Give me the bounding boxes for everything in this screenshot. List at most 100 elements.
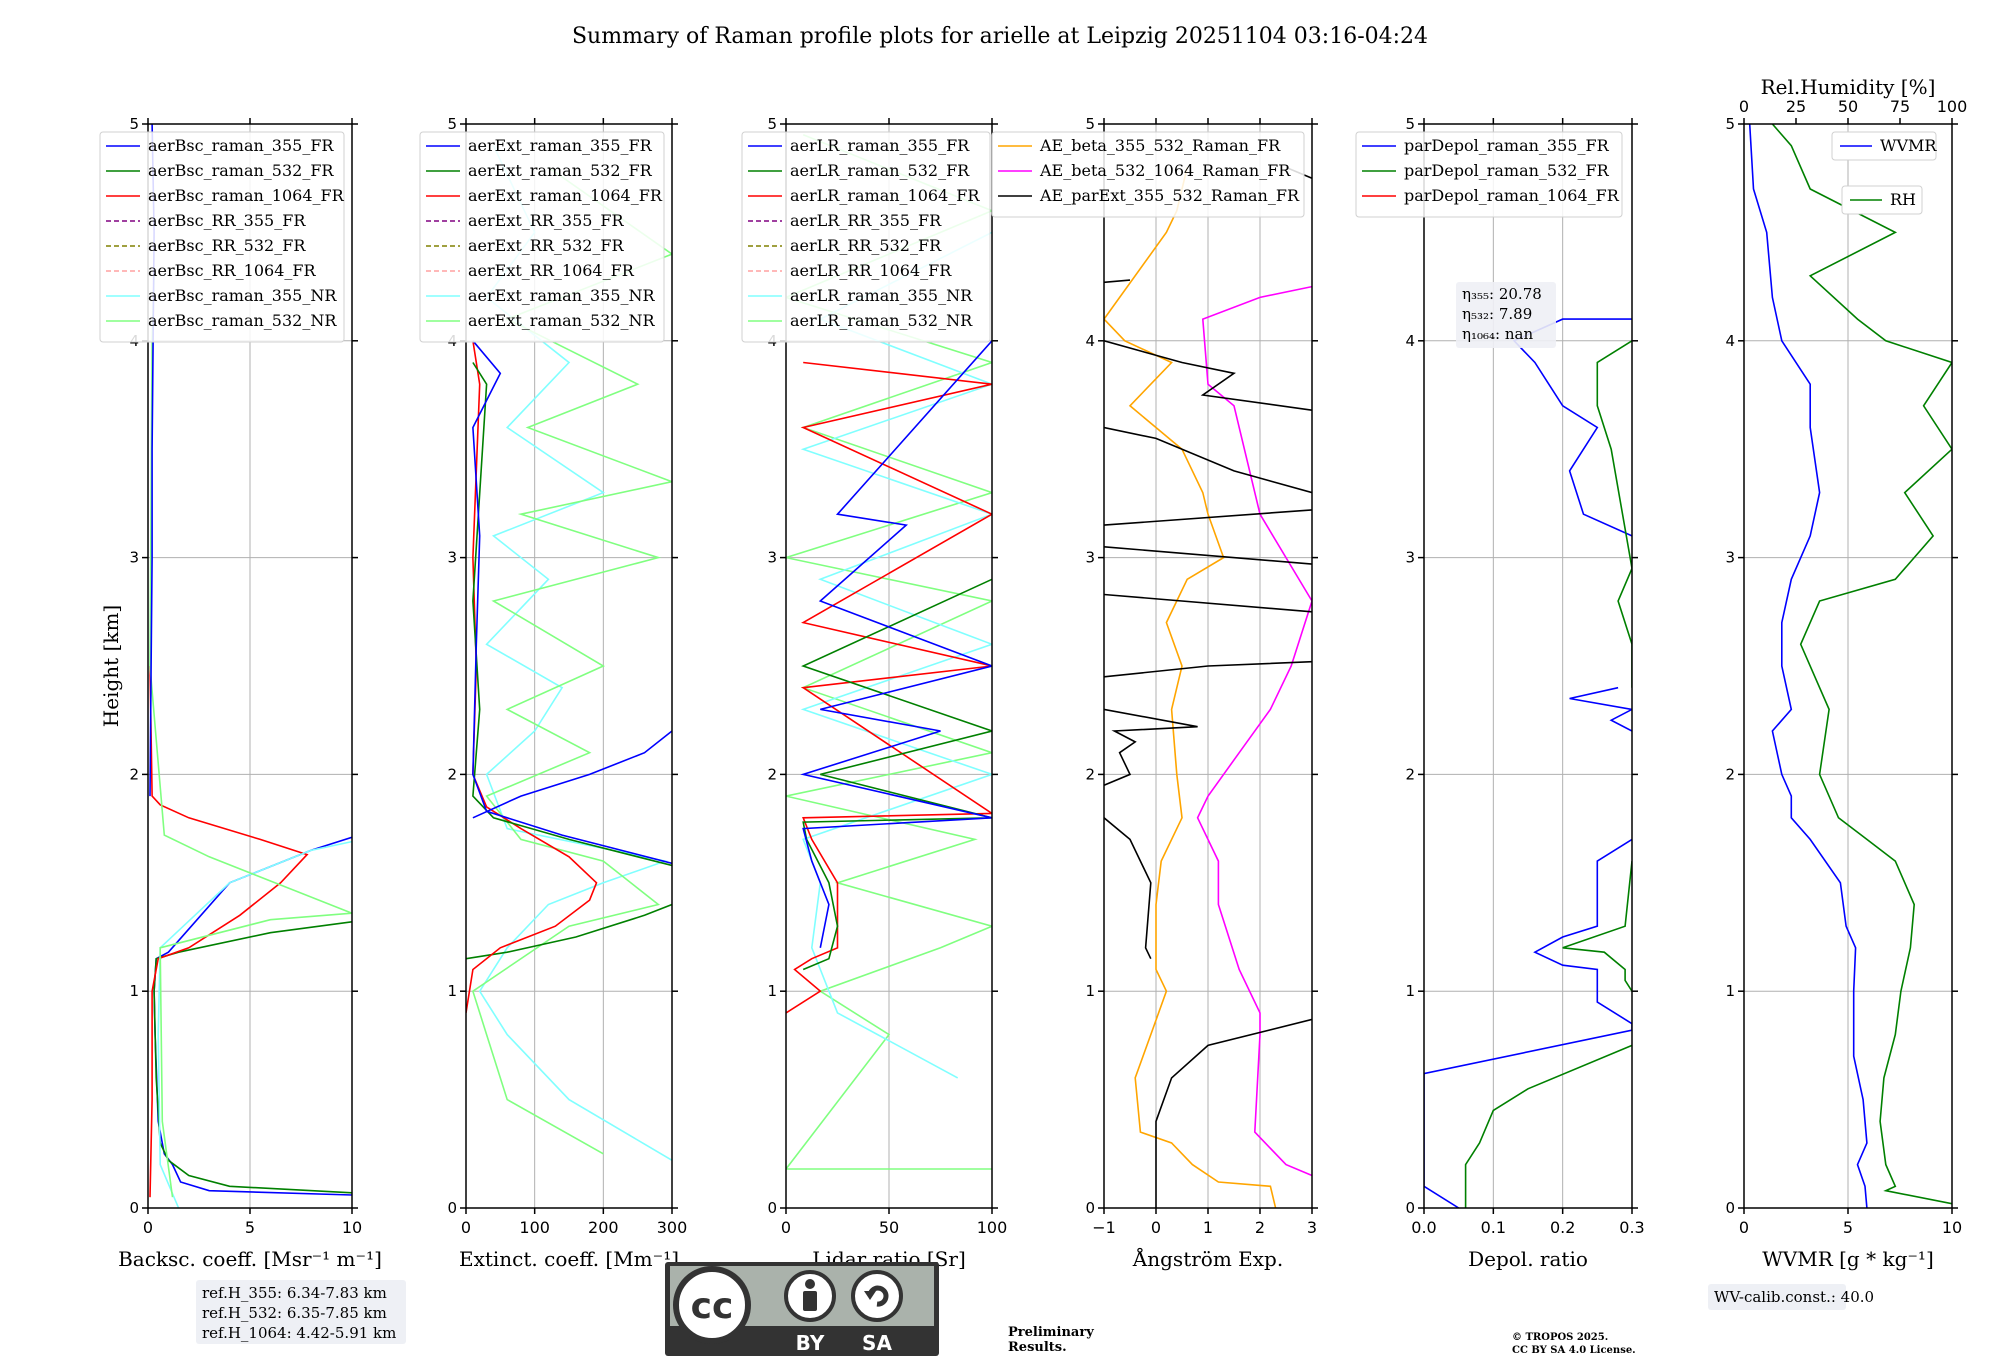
- y-tick-label: 4: [1405, 332, 1415, 350]
- x-tick-label: 0: [781, 1218, 791, 1237]
- x-tick-label: 5: [245, 1218, 255, 1237]
- x-tick-label: 10: [1942, 1218, 1962, 1237]
- y-tick-label: 1: [1085, 982, 1095, 1000]
- y-tick-label: 2: [1085, 765, 1095, 783]
- series-aerLR_raman_1064_FR: [786, 361, 992, 1014]
- x-tick-label: 100: [519, 1218, 550, 1237]
- x-tick-label: 100: [977, 1218, 1008, 1237]
- x-tick-label: 50: [879, 1218, 899, 1237]
- y-tick-label: 5: [447, 115, 457, 133]
- y-tick-label: 5: [1725, 115, 1735, 133]
- y-tick-label: 0: [1405, 1199, 1415, 1217]
- legend-label: aerLR_raman_1064_FR: [790, 186, 980, 205]
- series-AE_parExt_355_532_Raman_FR_10: [1104, 279, 1131, 284]
- series-AE_beta_355_532_Raman_FR: [1104, 167, 1277, 1208]
- series-RH: [1771, 124, 1952, 1205]
- series-aerBsc_raman_355_NR: [157, 840, 352, 1208]
- series-aerBsc_raman_1064_FR: [149, 665, 309, 1198]
- top-x-tick-label: 25: [1786, 97, 1806, 116]
- y-tick-label: 2: [767, 765, 777, 783]
- legend-label: aerLR_raman_532_NR: [790, 311, 973, 330]
- legend-label: aerBsc_raman_532_FR: [148, 161, 334, 180]
- legend-label: parDepol_raman_355_FR: [1404, 136, 1610, 155]
- x-tick-label: 0: [461, 1218, 471, 1237]
- panel-depol: 0.0 0.1 0.2 0.3 0 1 2 3 4 5 Depol. ratio parDepol_r…: [1355, 115, 1645, 1271]
- series-group: [786, 134, 992, 1170]
- legend-label: aerExt_RR_532_FR: [468, 236, 625, 255]
- cc-by-sa-badge: cc BY SA: [665, 1262, 939, 1356]
- legend-box: [419, 131, 665, 343]
- legend-label: parDepol_raman_532_FR: [1404, 161, 1610, 180]
- y-tick-label: 1: [1725, 982, 1735, 1000]
- series-aerBsc_raman_532_NR: [149, 275, 352, 1198]
- y-tick-label: 3: [767, 549, 777, 567]
- legend-label: aerLR_raman_355_NR: [790, 286, 973, 305]
- axes-frame: [1103, 123, 1313, 1209]
- y-tick-label: 5: [1405, 115, 1415, 133]
- y-tick-label: 1: [1405, 982, 1415, 1000]
- annotation-text: η₁₀₆₄: nan: [1462, 325, 1533, 343]
- top-x-tick-label: 100: [1937, 97, 1968, 116]
- legend-label: AE_parExt_355_532_Raman_FR: [1039, 186, 1300, 205]
- sa-label: SA: [862, 1331, 892, 1355]
- copyright-line-1: © TROPOS 2025.: [1512, 1332, 1608, 1343]
- legend-label: aerBsc_RR_355_FR: [148, 211, 306, 230]
- legend-label: aerLR_raman_532_FR: [790, 161, 970, 180]
- top-x-tick-label: 50: [1838, 97, 1858, 116]
- series-parDepol_raman_532_FR_2: [1562, 861, 1632, 992]
- preliminary-line-2: Results.: [1008, 1340, 1067, 1355]
- x-tick-label: 3: [1307, 1218, 1317, 1237]
- y-tick-label: 3: [1725, 549, 1735, 567]
- x-tick-label: 300: [657, 1218, 688, 1237]
- axes-frame: [1423, 123, 1633, 1209]
- preliminary-line-1: Preliminary: [1008, 1325, 1094, 1340]
- legend-label: aerExt_RR_1064_FR: [468, 261, 635, 280]
- y-axis-label: Height [km]: [99, 605, 123, 727]
- legend-label: RH: [1890, 190, 1916, 209]
- sa-share-icon: [851, 1270, 903, 1322]
- y-tick-label: 4: [1725, 332, 1735, 350]
- series-AE_parExt_355_532_Raman_FR_2: [1104, 817, 1152, 960]
- series-parDepol_raman_532_FR: [1464, 1044, 1632, 1208]
- legend-box: [991, 131, 1305, 218]
- y-tick-label: 5: [1085, 115, 1095, 133]
- legend-box: [99, 131, 345, 343]
- y-tick-label: 2: [447, 765, 457, 783]
- axes-frame: [465, 123, 673, 1209]
- top-x-tick-label: 0: [1739, 97, 1749, 116]
- legend-label: aerExt_raman_355_FR: [468, 136, 653, 155]
- x-tick-label: 2: [1255, 1218, 1265, 1237]
- legend-label: aerLR_raman_355_FR: [790, 136, 970, 155]
- legend-box: [1831, 131, 1937, 161]
- legend-label: aerBsc_raman_355_NR: [148, 286, 337, 305]
- cc-logo-icon: [673, 1266, 751, 1344]
- x-tick-label: 0.0: [1411, 1218, 1436, 1237]
- x-tick-label: 0: [1739, 1218, 1749, 1237]
- y-tick-label: 2: [129, 765, 139, 783]
- panel-ext: 0100200300012345Extinct. coeff. [Mm⁻¹]ae…: [419, 115, 688, 1271]
- x-axis-label: Ångström Exp.: [1132, 1246, 1283, 1271]
- y-tick-label: 5: [767, 115, 777, 133]
- series-aerExt_raman_532_NR: [471, 166, 672, 1155]
- y-tick-label: 3: [129, 549, 139, 567]
- x-tick-label: 10: [342, 1218, 362, 1237]
- x-tick-label: 0: [1151, 1218, 1161, 1237]
- series-aerExt_raman_355_NR: [478, 145, 672, 1161]
- x-tick-label: −1: [1092, 1218, 1116, 1237]
- axes-frame: [147, 123, 353, 1209]
- panel-bsc: 0510012345Backsc. coeff. [Msr⁻¹ m⁻¹]aerB…: [99, 115, 382, 1271]
- panels: 0510012345Backsc. coeff. [Msr⁻¹ m⁻¹]aerB…: [99, 75, 1967, 1271]
- ref-height-355: ref.H_355: 6.34-7.83 km: [202, 1284, 387, 1302]
- series-AE_parExt_355_532_Raman_FR_6: [1104, 546, 1312, 565]
- x-tick-label: 0.1: [1481, 1218, 1506, 1237]
- cc-logo-text: cc: [691, 1286, 734, 1327]
- annotation-box: [1456, 282, 1556, 348]
- series-aerLR_raman_532_FR: [801, 578, 992, 971]
- series-AE_parExt_355_532_Raman_FR_8: [1104, 426, 1312, 494]
- legend-label: aerLR_RR_355_FR: [790, 211, 942, 230]
- legend-label: aerBsc_RR_1064_FR: [148, 261, 317, 280]
- legend-label: aerBsc_raman_355_FR: [148, 136, 334, 155]
- series-group: [1104, 166, 1312, 1208]
- x-axis-label: Backsc. coeff. [Msr⁻¹ m⁻¹]: [118, 1247, 382, 1271]
